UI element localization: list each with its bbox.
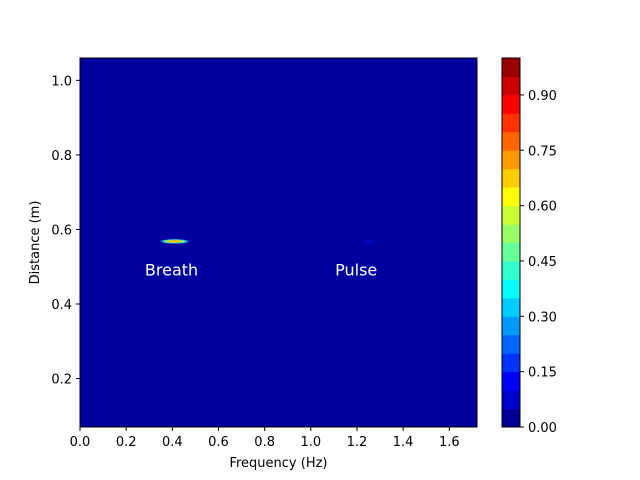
x-tick-label: 0.0 [70,435,91,450]
x-tick-label: 0.6 [208,435,229,450]
colorbar-segment [502,390,520,410]
colorbar-segment [502,334,520,354]
x-tick-label: 0.2 [116,435,137,450]
y-tick-label: 0.8 [51,149,72,164]
colorbar-tick-label: 0.75 [528,144,557,159]
y-tick-label: 0.2 [51,373,72,388]
plot-area [80,58,477,427]
colorbar-segment [502,58,520,77]
peak-breath-core [167,240,182,243]
colorbar-segment [502,205,520,225]
x-tick-label: 1.2 [347,435,368,450]
colorbar-segment [502,371,520,391]
colorbar-segment [502,168,520,188]
colorbar-segment [502,187,520,207]
annotation-pulse: Pulse [335,260,377,279]
colorbar-segment [502,297,520,317]
colorbar-segment [502,131,520,151]
colorbar-segment [502,113,520,133]
x-tick-label: 1.6 [439,435,460,450]
x-tick-label: 1.0 [300,435,321,450]
x-tick-label: 0.8 [254,435,275,450]
colorbar-tick-label: 0.30 [528,310,557,325]
colorbar-segment [502,279,520,299]
plot-frame [79,57,478,428]
colorbar-segment [502,408,520,428]
annotation-breath: Breath [145,260,198,279]
y-tick-label: 0.6 [51,223,72,238]
colorbar-segment [502,94,520,114]
colorbar-tick-label: 0.15 [528,366,557,381]
plot-background [80,58,477,427]
colorbar-segment [502,242,520,262]
colorbar-frame [501,57,521,428]
colorbar-segment [502,353,520,373]
peak-pulse [358,238,379,244]
y-axis: 0.2 0.4 0.6 0.8 1.0 [51,74,80,388]
colorbar-segment [502,316,520,336]
colorbar-tick-label: 0.90 [528,89,557,104]
colorbar-tick-label: 0.60 [528,200,557,215]
peaks-layer [158,238,379,244]
colorbar [501,57,521,428]
x-axis: 0.0 0.2 0.4 0.6 0.8 1.0 1.2 1.4 1.6 [70,427,460,450]
y-axis-label: Distance (m) [28,201,43,285]
colorbar-tick-label: 0.45 [528,255,557,270]
colorbar-tick-label: 0.00 [528,421,557,436]
colorbar-segment [502,150,520,170]
x-tick-label: 0.4 [162,435,183,450]
colorbar-ticks: 0.00 0.15 0.30 0.45 0.60 0.75 0.90 [520,89,557,436]
x-tick-label: 1.4 [393,435,414,450]
colorbar-segment [502,260,520,280]
x-axis-label: Frequency (Hz) [229,456,327,471]
colorbar-segment [502,76,520,96]
y-tick-label: 0.4 [51,298,72,313]
y-tick-label: 1.0 [51,74,72,89]
colorbar-segment [502,224,520,243]
annotations-layer: Breath Pulse [145,260,377,279]
